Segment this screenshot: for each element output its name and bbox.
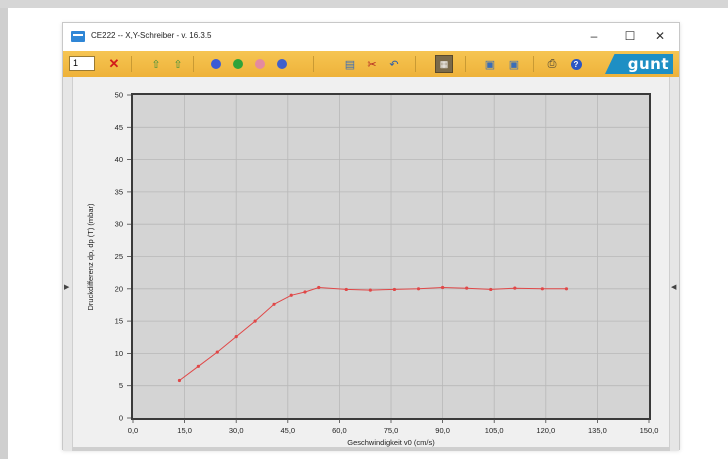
- export-icon[interactable]: ▣: [481, 55, 499, 73]
- tools-icon[interactable]: ✂: [363, 55, 381, 73]
- data-point: [317, 286, 320, 289]
- x-tick-label: 30,0: [229, 426, 244, 435]
- screen-left-border: [0, 8, 8, 459]
- data-point: [369, 288, 372, 291]
- data-point: [541, 287, 544, 290]
- close-button[interactable]: ✕: [649, 27, 671, 45]
- x-tick-label: 0,0: [128, 426, 138, 435]
- y-axis-label: Druckdifferenz dp, dp (T) (mbar): [86, 203, 95, 310]
- data-point: [465, 287, 468, 290]
- grid-toggle-icon[interactable]: ▦: [435, 55, 453, 73]
- data-point: [254, 320, 257, 323]
- minimize-button[interactable]: –: [583, 27, 605, 45]
- data-point: [441, 286, 444, 289]
- x-tick-label: 120,0: [536, 426, 555, 435]
- channel-input[interactable]: 1: [69, 56, 95, 71]
- y-tick-label: 35: [115, 187, 123, 196]
- y-tick-label: 0: [119, 414, 123, 423]
- y-tick-label: 20: [115, 284, 123, 293]
- close-red-icon[interactable]: ✕: [105, 55, 123, 73]
- data-point: [393, 288, 396, 291]
- x-tick-label: 75,0: [384, 426, 399, 435]
- data-point: [197, 365, 200, 368]
- data-point: [417, 287, 420, 290]
- y-tick-label: 15: [115, 317, 123, 326]
- y-tick-label: 30: [115, 220, 123, 229]
- data-point: [303, 290, 306, 293]
- y-tick-label: 50: [115, 91, 123, 100]
- print-icon[interactable]: ⎙: [543, 55, 561, 73]
- green-circle-icon[interactable]: [229, 55, 247, 73]
- upload-icon[interactable]: ⇧: [147, 55, 165, 73]
- upload-alt-icon[interactable]: ⇧: [169, 55, 187, 73]
- data-point: [272, 303, 275, 306]
- y-tick-label: 5: [119, 381, 123, 390]
- y-tick-label: 45: [115, 123, 123, 132]
- y-tick-label: 10: [115, 349, 123, 358]
- import-icon[interactable]: ▣: [505, 55, 523, 73]
- data-point: [345, 288, 348, 291]
- help-icon[interactable]: ?: [567, 55, 585, 73]
- window-title: CE222 -- X,Y-Schreiber - v. 16.3.5: [91, 31, 212, 40]
- y-tick-label: 25: [115, 252, 123, 261]
- y-tick-label: 40: [115, 155, 123, 164]
- data-point: [216, 351, 219, 354]
- toolbar: 1 ✕ ⇧ ⇧ ▤ ✂ ↶ ▦ ▣ ▣ ⎙ ? gunt: [63, 51, 679, 78]
- x-tick-label: 135,0: [588, 426, 607, 435]
- x-tick-label: 150,0: [640, 426, 659, 435]
- app-icon: [71, 31, 85, 42]
- x-axis-label: Geschwindigkeit v0 (cm/s): [347, 438, 435, 447]
- blue-circle-alt-icon[interactable]: [273, 55, 291, 73]
- x-tick-label: 90,0: [435, 426, 450, 435]
- x-tick-label: 45,0: [280, 426, 295, 435]
- data-point: [489, 288, 492, 291]
- undo-icon[interactable]: ↶: [385, 55, 403, 73]
- pink-circle-icon[interactable]: [251, 55, 269, 73]
- app-window: CE222 -- X,Y-Schreiber - v. 16.3.5 – ☐ ✕…: [62, 22, 680, 450]
- x-tick-label: 15,0: [177, 426, 192, 435]
- data-point: [513, 287, 516, 290]
- document-icon[interactable]: ▤: [341, 55, 359, 73]
- chart-area: ▶ ◀ 0,0 15,0 30,0 45,0 60,0 75,0 90,0 105,0 120,…: [63, 77, 679, 451]
- screen-top-border: [0, 0, 728, 8]
- data-point: [178, 379, 181, 382]
- data-point: [565, 287, 568, 290]
- data-point: [290, 294, 293, 297]
- title-bar[interactable]: CE222 -- X,Y-Schreiber - v. 16.3.5 – ☐ ✕: [63, 23, 679, 51]
- blue-circle-icon[interactable]: [207, 55, 225, 73]
- xy-chart: 0,0 15,0 30,0 45,0 60,0 75,0 90,0 105,0 120,0 135…: [63, 77, 681, 451]
- x-tick-label: 105,0: [485, 426, 504, 435]
- data-point: [235, 335, 238, 338]
- x-tick-label: 60,0: [332, 426, 347, 435]
- maximize-button[interactable]: ☐: [619, 27, 641, 45]
- gunt-logo: gunt: [605, 54, 673, 74]
